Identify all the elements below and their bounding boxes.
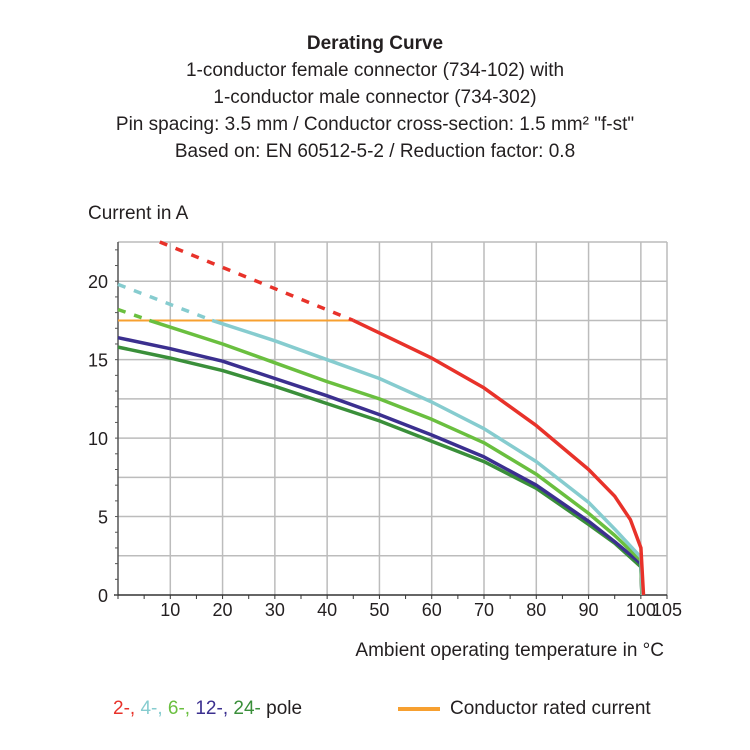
series-line-12-pole (117, 335, 644, 596)
series-dashed-4-pole (117, 282, 213, 323)
y-tick-label: 15 (88, 351, 108, 371)
x-tick-label: 30 (265, 600, 285, 620)
x-axis-label: Ambient operating temperature in °C (355, 640, 664, 661)
x-tick-label: 50 (369, 600, 389, 620)
legend-pole-suffix: pole (260, 698, 303, 719)
series-dashed-6-pole (117, 307, 150, 323)
legend-entry: 4-, (140, 698, 168, 719)
y-tick-label: 10 (88, 429, 108, 449)
x-tick-label: 100 (626, 600, 656, 620)
legend-entry: 12-, (195, 698, 234, 719)
x-tick-label: 105 (652, 600, 682, 620)
x-tick-label: 80 (526, 600, 546, 620)
subtitle-line: Pin spacing: 3.5 mm / Conductor cross-se… (115, 114, 635, 135)
legend-rated-swatch (398, 706, 440, 711)
series-line-6-pole (148, 318, 644, 596)
legend-rated-label: Conductor rated current (450, 698, 651, 719)
legend-poles: 2-, 4-, 6-, 12-, 24- pole (113, 698, 302, 720)
y-axis-label: Current in A (88, 203, 189, 224)
x-tick-label: 40 (317, 600, 337, 620)
subtitle-line: 1-conductor female connector (734-102) w… (185, 60, 565, 81)
legend-entry: 2-, (113, 698, 141, 719)
y-tick-label: 5 (98, 508, 108, 528)
x-tick-label: 60 (422, 600, 442, 620)
x-tick-label: 10 (160, 600, 180, 620)
chart-title: Derating Curve 1-conductor female connec… (0, 30, 750, 165)
legend-rated: Conductor rated current (398, 698, 651, 720)
series-line-2-pole (352, 318, 646, 596)
legend-entry: 24- (233, 698, 261, 719)
y-tick-label: 0 (98, 586, 108, 606)
series-line-4-pole (211, 318, 645, 596)
y-tick-label: 20 (88, 272, 108, 292)
series-dashed-2-pole (159, 240, 354, 323)
x-tick-label: 70 (474, 600, 494, 620)
subtitle-line: 1-conductor male connector (734-302) (213, 87, 537, 108)
subtitle-line: Based on: EN 60512-5-2 / Reduction facto… (174, 141, 576, 162)
legend-entry: 6-, (167, 698, 196, 719)
x-tick-label: 20 (213, 600, 233, 620)
x-tick-label: 90 (579, 600, 599, 620)
title-line: Derating Curve (306, 33, 444, 54)
